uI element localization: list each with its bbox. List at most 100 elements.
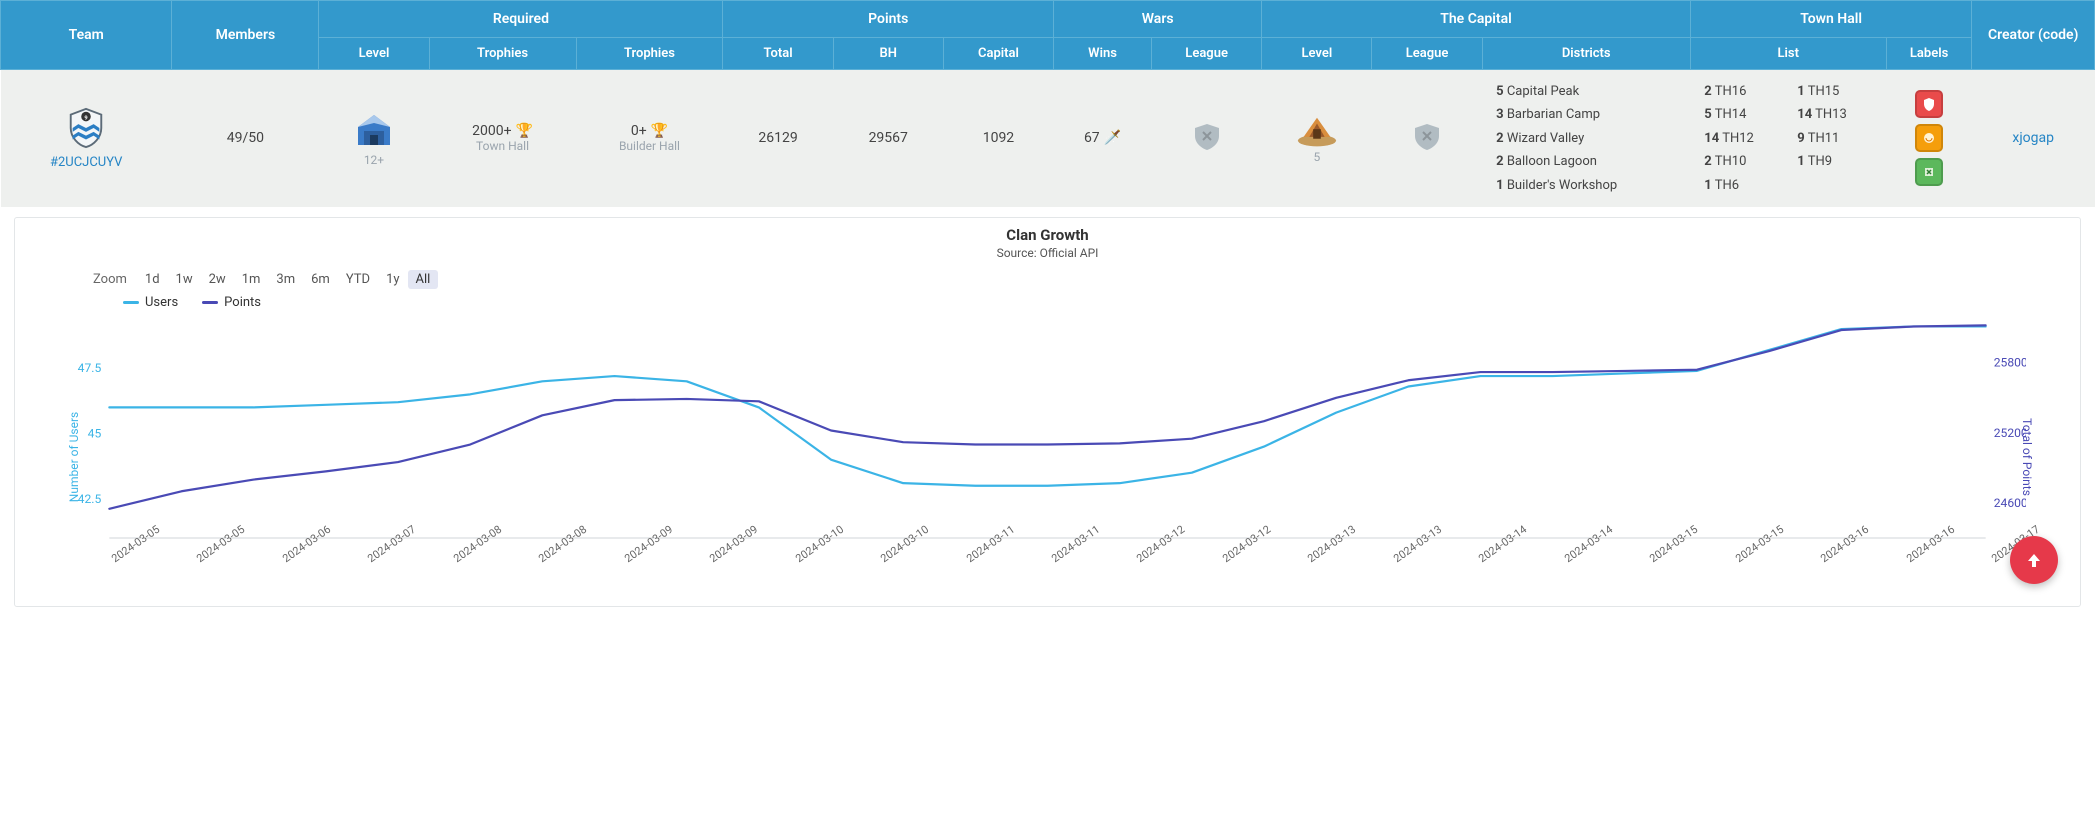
legend-item-points[interactable]: Points <box>202 295 261 310</box>
svg-text:42.5: 42.5 <box>78 492 102 506</box>
header-creator[interactable]: Creator (code) <box>1972 1 2095 70</box>
district-item: 3 Barbarian Camp <box>1496 103 1686 126</box>
header-cap-league[interactable]: League <box>1372 38 1482 70</box>
header-capital[interactable]: The Capital <box>1262 1 1691 38</box>
x-axis-labels: 2024-03-052024-03-052024-03-062024-03-07… <box>109 554 1990 567</box>
capital-hall-icon <box>1296 112 1338 146</box>
zoom-btn-1y[interactable]: 1y <box>378 270 407 289</box>
x-tick-label: 2024-03-07 <box>366 554 374 565</box>
svg-text:25800: 25800 <box>1994 356 2026 370</box>
th-item: 14 TH13 <box>1797 103 1882 126</box>
header-wars[interactable]: Wars <box>1054 1 1262 38</box>
x-tick-label: 2024-03-16 <box>1818 554 1826 565</box>
zoom-btn-1m[interactable]: 1m <box>234 270 269 289</box>
header-war-wins[interactable]: Wins <box>1054 38 1152 70</box>
capital-league-icon <box>1411 120 1443 152</box>
district-item: 2 Balloon Lagoon <box>1496 150 1686 173</box>
label-badge-war <box>1915 90 1943 118</box>
header-th-list[interactable]: List <box>1690 38 1886 70</box>
header-pts-bh[interactable]: BH <box>833 38 943 70</box>
th-item: 1 TH15 <box>1797 80 1882 103</box>
header-req-level[interactable]: Level <box>319 38 429 70</box>
clan-table: Team Members Required Points Wars The Ca… <box>0 0 2095 207</box>
zoom-btn-6m[interactable]: 6m <box>303 270 338 289</box>
trophy-icon: 🏆 <box>516 123 533 139</box>
zoom-btn-2w[interactable]: 2w <box>201 270 234 289</box>
label-badge-trophy <box>1915 124 1943 152</box>
x-tick-label: 2024-03-12 <box>1135 554 1143 565</box>
header-members[interactable]: Members <box>172 1 319 70</box>
x-tick-label: 2024-03-10 <box>878 554 886 565</box>
chart-subtitle: Source: Official API <box>19 246 2076 260</box>
war-wins: 67 🗡️ <box>1084 130 1121 146</box>
header-req-trophies2[interactable]: Trophies <box>576 38 723 70</box>
header-points[interactable]: Points <box>723 1 1054 38</box>
header-townhall[interactable]: Town Hall <box>1690 1 1972 38</box>
district-item: 1 Builder's Workshop <box>1496 174 1686 197</box>
header-required[interactable]: Required <box>319 1 723 38</box>
townhall-icon <box>354 109 394 149</box>
header-pts-total[interactable]: Total <box>723 38 833 70</box>
svg-text:9: 9 <box>85 115 88 121</box>
zoom-btn-all[interactable]: All <box>408 270 439 289</box>
x-tick-label: 2024-03-15 <box>1733 554 1741 565</box>
x-tick-label: 2024-03-10 <box>793 554 801 565</box>
members-value: 49/50 <box>172 70 319 207</box>
team-code-link[interactable]: #2UCJCUYV <box>5 155 168 170</box>
req-trophies-value: 2000+ <box>472 123 511 139</box>
th-item: 1 TH9 <box>1797 150 1882 173</box>
th-item: 9 TH11 <box>1797 127 1882 150</box>
svg-text:24600: 24600 <box>1994 496 2026 510</box>
header-war-league[interactable]: League <box>1152 38 1262 70</box>
y-right-title: Total of Points <box>2020 418 2034 496</box>
legend-item-users[interactable]: Users <box>123 295 178 310</box>
x-tick-label: 2024-03-08 <box>451 554 459 565</box>
chart-title: Clan Growth <box>19 226 2076 244</box>
header-team[interactable]: Team <box>1 1 172 70</box>
district-item: 2 Wizard Valley <box>1496 127 1686 150</box>
x-tick-label: 2024-03-15 <box>1647 554 1655 565</box>
clan-badge-icon: 9 <box>65 107 107 149</box>
th-item: 5 TH14 <box>1704 103 1789 126</box>
req-trophies-label: Town Hall <box>433 139 572 153</box>
district-item: 5 Capital Peak <box>1496 80 1686 103</box>
pts-bh: 29567 <box>833 70 943 207</box>
x-tick-label: 2024-03-08 <box>536 554 544 565</box>
zoom-btn-ytd[interactable]: YTD <box>338 270 378 289</box>
x-tick-label: 2024-03-11 <box>964 554 972 565</box>
req-trophies: 2000+ 🏆 <box>472 123 533 139</box>
zoom-bar: Zoom 1d1w2w1m3m6mYTD1yAll <box>93 272 2076 287</box>
header-labels[interactable]: Labels <box>1886 38 1972 70</box>
x-tick-label: 2024-03-13 <box>1306 554 1314 565</box>
svg-text:45: 45 <box>88 427 102 441</box>
chart-svg[interactable]: 42.54547.5246002520025800 <box>69 312 2026 572</box>
th-item: 1 TH6 <box>1704 174 1789 197</box>
th-item: 2 TH10 <box>1704 150 1789 173</box>
header-req-trophies[interactable]: Trophies <box>429 38 576 70</box>
cap-level-value: 5 <box>1266 150 1368 164</box>
zoom-btn-1w[interactable]: 1w <box>168 270 201 289</box>
x-tick-label: 2024-03-11 <box>1049 554 1057 565</box>
header-districts[interactable]: Districts <box>1482 38 1690 70</box>
war-wins-value: 67 <box>1084 130 1100 146</box>
req-bh-label: Builder Hall <box>580 139 719 153</box>
pts-total: 26129 <box>723 70 833 207</box>
header-cap-level[interactable]: Level <box>1262 38 1372 70</box>
x-tick-label: 2024-03-09 <box>622 554 630 565</box>
th-item: 2 TH16 <box>1704 80 1789 103</box>
zoom-btn-3m[interactable]: 3m <box>268 270 303 289</box>
header-pts-capital[interactable]: Capital <box>943 38 1053 70</box>
scroll-top-button[interactable] <box>2010 536 2058 584</box>
townhall-list: 2 TH161 TH155 TH1414 TH1314 TH129 TH112 … <box>1694 80 1882 197</box>
x-tick-label: 2024-03-09 <box>707 554 715 565</box>
creator-link[interactable]: xjogap <box>2012 130 2054 146</box>
x-tick-label: 2024-03-14 <box>1562 554 1570 565</box>
war-league-icon <box>1191 120 1223 152</box>
x-tick-label: 2024-03-13 <box>1391 554 1399 565</box>
req-bh-trophies: 0+ 🏆 <box>631 123 668 139</box>
x-tick-label: 2024-03-05 <box>195 554 203 565</box>
zoom-btn-1d[interactable]: 1d <box>137 270 168 289</box>
y-left-title: Number of Users <box>67 412 81 502</box>
chart-card: Clan Growth Source: Official API Zoom 1d… <box>14 217 2081 607</box>
sword-icon: 🗡️ <box>1104 130 1121 146</box>
